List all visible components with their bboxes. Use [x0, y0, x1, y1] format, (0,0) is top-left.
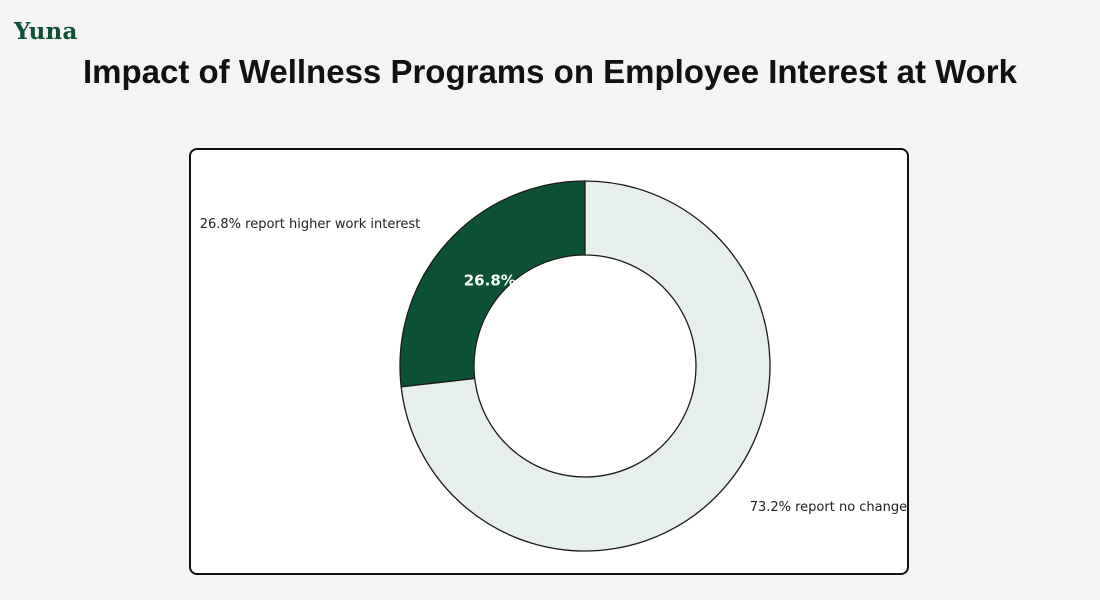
donut-slice-1 [399, 180, 586, 388]
chart-card: 26.8% 26.8% report higher work interest 73… [189, 148, 909, 575]
brand-logo: Yuna [14, 18, 78, 45]
donut-slice-2 [400, 180, 771, 552]
slice-label-2: 73.2% report no change [750, 500, 907, 515]
donut-chart: 26.8% 26.8% report higher work interest 73… [200, 180, 907, 552]
slice-percent-label-1: 26.8% [464, 271, 516, 289]
slice-label-1: 26.8% report higher work interest [200, 217, 421, 232]
chart-title: Impact of Wellness Programs on Employee … [82, 53, 1018, 90]
